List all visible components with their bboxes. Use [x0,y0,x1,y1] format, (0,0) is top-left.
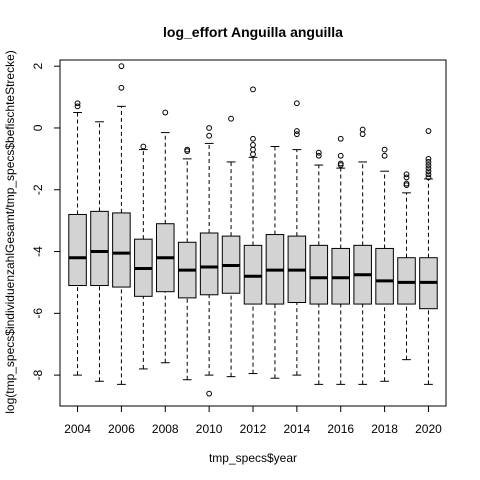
y-tick-label: -4 [31,246,45,257]
iqr-box [200,233,218,295]
x-tick-label: 2012 [240,422,267,436]
chart-title: log_effort Anguilla anguilla [163,24,343,40]
y-tick-label: -2 [31,184,45,195]
x-tick-label: 2008 [152,422,179,436]
x-tick-label: 2014 [284,422,311,436]
x-tick-label: 2018 [371,422,398,436]
iqr-box [310,245,328,304]
x-tick-label: 2020 [415,422,442,436]
y-axis-label: log(tmp_specs$individuenzahlGesamt/tmp_s… [3,50,17,414]
iqr-box [69,214,87,285]
iqr-box [113,213,131,287]
iqr-box [398,258,416,304]
x-axis-label: tmp_specs$year [209,451,297,465]
x-tick-label: 2004 [64,422,91,436]
y-tick-label: -8 [31,369,45,380]
iqr-box [332,248,350,304]
y-tick-label: 2 [31,63,45,70]
iqr-box [244,245,262,304]
iqr-box [91,211,109,285]
iqr-box [376,248,394,304]
y-tick-label: 0 [31,124,45,131]
x-tick-label: 2016 [327,422,354,436]
x-tick-label: 2010 [196,422,223,436]
x-tick-label: 2006 [108,422,135,436]
y-tick-label: -6 [31,308,45,319]
